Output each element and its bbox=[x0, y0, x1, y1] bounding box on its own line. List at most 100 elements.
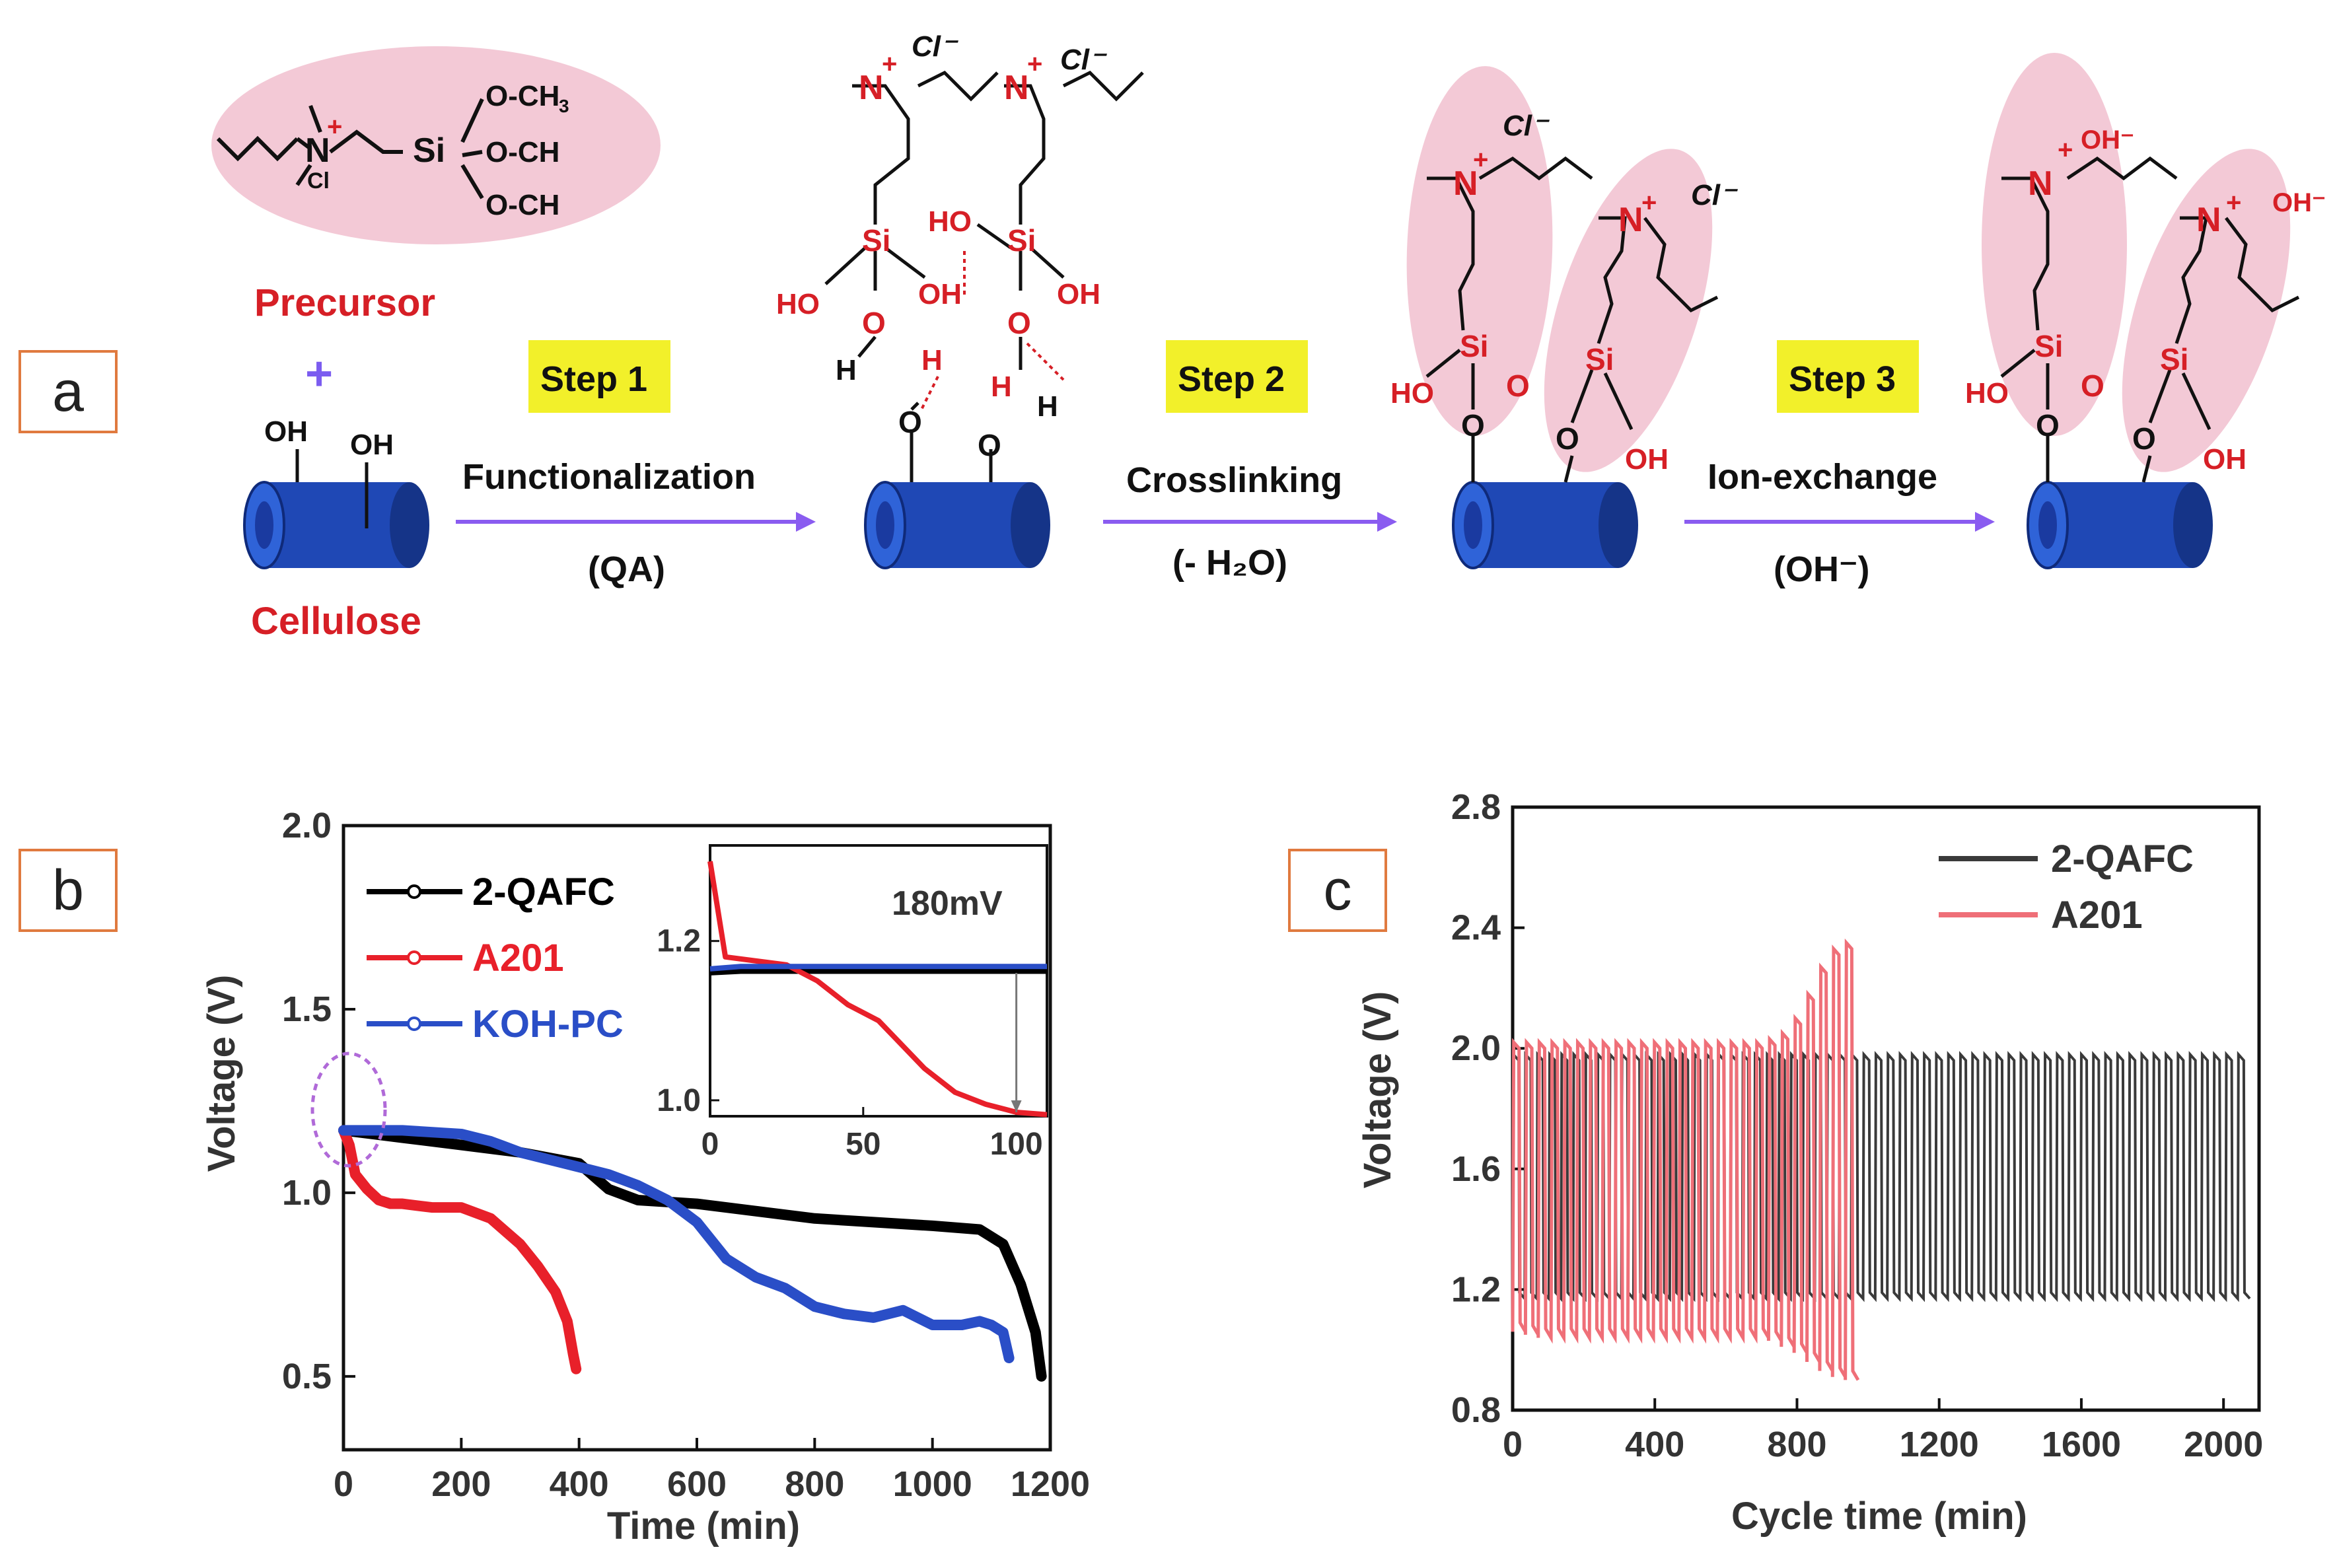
chart-b-legend: 2-QAFC A201 KOH-PC bbox=[367, 871, 624, 1046]
chart-b-xtick-label: 600 bbox=[667, 1464, 727, 1504]
chart-b-ytick-label: 2.0 bbox=[282, 806, 332, 845]
s2-plus-left: + bbox=[1473, 145, 1488, 174]
precursor-name: Precursor bbox=[254, 281, 435, 324]
chart-b-frame bbox=[342, 824, 1052, 1452]
s1-plus-right: + bbox=[1027, 50, 1042, 79]
chart-b-legend-label: A201 bbox=[472, 937, 564, 980]
chart-c-ytick-label: 1.2 bbox=[1451, 1269, 1501, 1309]
s1-h-1: H bbox=[836, 354, 857, 386]
precursor-sub3: 3 bbox=[559, 96, 569, 116]
s3-n-right: N bbox=[2196, 201, 2221, 239]
s1-ho-left: HO bbox=[776, 288, 820, 320]
chart-b-xtick-label: 1200 bbox=[1011, 1464, 1090, 1504]
cellulose-cylinder-2 bbox=[864, 481, 1050, 569]
panel-label-a: a bbox=[18, 350, 118, 433]
s3-si-right: Si bbox=[2160, 342, 2188, 376]
chart-b-legend-marker bbox=[407, 884, 421, 899]
step-1-title: Functionalization bbox=[462, 457, 756, 497]
cellulose-cylinder-3 bbox=[1452, 481, 1638, 569]
s1-ho-right: HO bbox=[928, 205, 972, 238]
s1-si-left: Si bbox=[862, 223, 890, 258]
s1-cl-left: Cl⁻ bbox=[912, 30, 958, 63]
chart-b-legend-label: 2-QAFC bbox=[472, 871, 615, 913]
chart-b-inset-xtick-label: 50 bbox=[845, 1127, 881, 1162]
s3-plus-left: + bbox=[2058, 135, 2073, 164]
chart-b-xtick-label: 800 bbox=[785, 1464, 844, 1504]
chart-b-legend-marker bbox=[407, 1016, 421, 1031]
chart-b-inset: 0 50 100 1.0 1.2 180mV bbox=[657, 844, 1048, 1162]
cellulose-cylinder-4 bbox=[2027, 481, 2213, 569]
chart-b-xtick-label: 1000 bbox=[893, 1464, 972, 1504]
chart-c-ytick-label: 2.0 bbox=[1451, 1028, 1501, 1068]
step-2-title: Crosslinking bbox=[1126, 460, 1342, 500]
s2-ellipse-right bbox=[1544, 149, 1713, 472]
chart-b-inset-xtick-label: 0 bbox=[701, 1127, 719, 1162]
chart-b-inset-frame bbox=[709, 844, 1048, 1118]
step-2: Step 2 Crosslinking (- H₂O) bbox=[1103, 340, 1397, 583]
s3-ellipse-left bbox=[1982, 53, 2127, 436]
chart-b-inset-ytick-label: 1.0 bbox=[657, 1083, 701, 1118]
chart-c-xlabel: Cycle time (min) bbox=[1731, 1495, 2027, 1538]
step-3-title: Ion-exchange bbox=[1708, 457, 1937, 497]
s2-ho-left: HO bbox=[1390, 377, 1434, 410]
s2-n-left: N bbox=[1453, 164, 1478, 203]
s2-si-right: Si bbox=[1585, 342, 1614, 376]
chart-c-axes: 0 400 800 1200 1600 2000 0.8 1.2 1.6 2.0 2.4 2.8 bbox=[1451, 787, 2263, 1464]
s3-ho-left: HO bbox=[1965, 377, 2009, 410]
chart-c-ytick-label: 2.8 bbox=[1451, 787, 1501, 827]
s1-h-2: H bbox=[921, 344, 943, 376]
chart-c-series-2-qafc bbox=[1511, 1051, 2251, 1302]
chart-c-xtick-label: 0 bbox=[1503, 1425, 1523, 1464]
chart-c-xtick-label: 800 bbox=[1767, 1425, 1826, 1464]
s3-plus-right: + bbox=[2226, 188, 2241, 217]
chart-c-legend-label: A201 bbox=[2051, 894, 2143, 937]
s1-oh-right: OH bbox=[1057, 278, 1100, 310]
s3-o-left: O bbox=[2036, 408, 2060, 443]
chart-c-xtick-label: 1600 bbox=[2042, 1425, 2121, 1464]
s2-cl-right: Cl⁻ bbox=[1691, 179, 1738, 211]
s2-o-right: O bbox=[1556, 421, 1579, 456]
chart-b-series-2-qafc bbox=[338, 1125, 1047, 1382]
s3-si-left: Si bbox=[2034, 329, 2063, 363]
step-3-badge: Step 3 bbox=[1789, 359, 1896, 399]
step-2-sub: (- H₂O) bbox=[1172, 543, 1287, 583]
chart-b-xtick-label: 200 bbox=[431, 1464, 491, 1504]
chart-b-legend-marker bbox=[407, 950, 421, 965]
s1-cl-right: Cl⁻ bbox=[1060, 44, 1107, 76]
s3-oh-minus-left: OH⁻ bbox=[2081, 125, 2134, 155]
chart-b-ylabel: Voltage (V) bbox=[200, 975, 243, 1172]
chart-c-ytick-label: 0.8 bbox=[1451, 1390, 1501, 1430]
chart-b-series bbox=[338, 1125, 1047, 1382]
chart-c-xtick-label: 400 bbox=[1625, 1425, 1684, 1464]
s1-n-right: N bbox=[1004, 69, 1029, 107]
chart-b-inset-series-2-qafc bbox=[709, 968, 1047, 976]
s1-si-right: Si bbox=[1007, 223, 1036, 258]
chart-c-ylabel: Voltage (V) bbox=[1356, 991, 1399, 1189]
precursor-och3-3: O-CH bbox=[485, 189, 559, 221]
s2-plus-right: + bbox=[1641, 188, 1657, 217]
chart-c-frame bbox=[1511, 805, 2261, 1412]
s2-cl-left: Cl⁻ bbox=[1503, 110, 1550, 142]
s1-o-bottom-right: O bbox=[978, 428, 1001, 462]
panel-label-b: b bbox=[18, 849, 118, 932]
chart-b-inset-arrowhead bbox=[1011, 1100, 1022, 1112]
cellulose-oh-2: OH bbox=[350, 429, 394, 461]
chart-b-highlight-circle bbox=[310, 1051, 387, 1168]
precursor-och3-2: O-CH bbox=[485, 136, 559, 168]
s1-o-right: O bbox=[1007, 306, 1031, 340]
precursor-n: N bbox=[305, 131, 330, 170]
chart-b-xtick-label: 400 bbox=[550, 1464, 609, 1504]
s1-plus-left: + bbox=[882, 50, 897, 79]
cellulose-oh-1: OH bbox=[264, 415, 308, 448]
step-3-sub: (OH⁻) bbox=[1774, 550, 1869, 589]
step-3: Step 3 Ion-exchange (OH⁻) bbox=[1684, 340, 1995, 589]
s3-ellipse-right bbox=[2122, 149, 2291, 472]
chart-b-inset-annotation: 180mV bbox=[892, 884, 1003, 923]
chart-c-legend-label: 2-QAFC bbox=[2051, 837, 2194, 880]
step-1-sub: (QA) bbox=[588, 550, 665, 589]
precursor-cl: Cl bbox=[307, 168, 330, 194]
s1-h-4: H bbox=[1037, 390, 1058, 423]
s3-o-right: O bbox=[2132, 421, 2156, 456]
chart-b-ytick-label: 1.5 bbox=[282, 989, 332, 1029]
